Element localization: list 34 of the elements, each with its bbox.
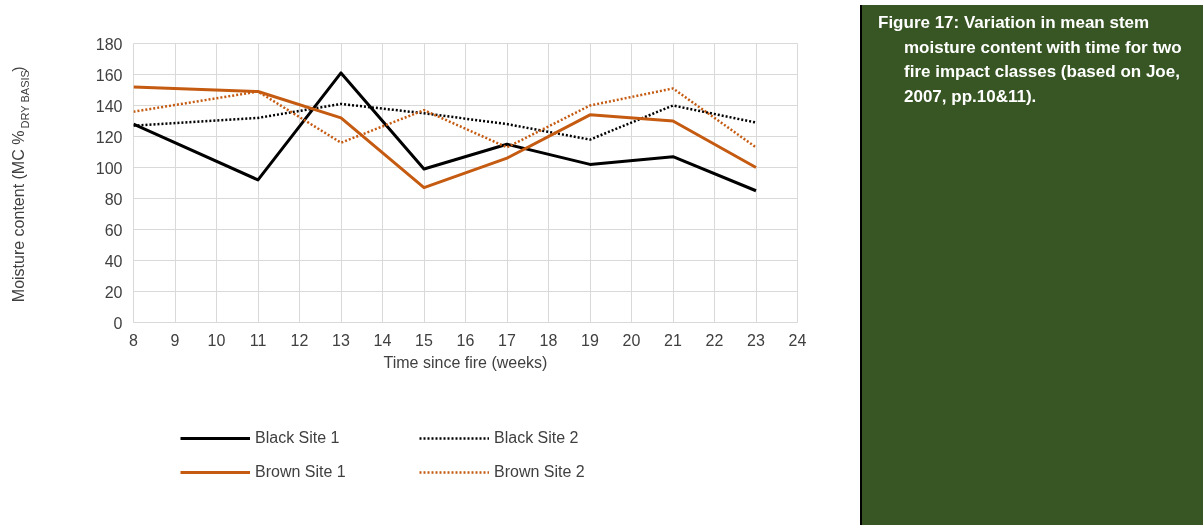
legend-label: Black Site 2 bbox=[494, 429, 580, 447]
x-axis-title: Time since fire (weeks) bbox=[383, 353, 548, 371]
x-tick-label: 19 bbox=[581, 331, 599, 349]
x-tick-label: 12 bbox=[290, 331, 309, 349]
x-tick-label: 16 bbox=[456, 331, 475, 349]
legend-label: Brown Site 1 bbox=[255, 463, 347, 481]
caption: Figure 17: Variation in mean stem moisture content with time for two fire impact classes (based on Joe, 2007, pp.10&11). bbox=[878, 12, 1183, 108]
x-tick-label: 21 bbox=[664, 331, 682, 349]
x-tick-label: 20 bbox=[622, 331, 641, 349]
y-tick-label: 120 bbox=[95, 128, 123, 146]
y-tick-label: 0 bbox=[113, 314, 123, 332]
y-tick-label: 20 bbox=[104, 283, 123, 301]
x-tick-label: 11 bbox=[249, 331, 267, 349]
x-tick-label: 17 bbox=[498, 331, 516, 349]
legend-label: Black Site 1 bbox=[255, 429, 341, 447]
x-tick-label: 13 bbox=[332, 331, 350, 349]
y-tick-label: 100 bbox=[95, 159, 123, 177]
y-tick-label: 60 bbox=[104, 221, 123, 239]
x-tick-label: 24 bbox=[788, 331, 807, 349]
x-tick-label: 15 bbox=[415, 331, 433, 349]
y-tick-label: 80 bbox=[104, 190, 123, 208]
y-axis-title: Moisture content (MC %DRY BASIS) bbox=[9, 66, 31, 303]
x-tick-label: 10 bbox=[207, 331, 226, 349]
x-tick-label: 23 bbox=[747, 331, 765, 349]
y-tick-label: 40 bbox=[104, 252, 123, 270]
x-tick-label: 14 bbox=[373, 331, 392, 349]
x-tick-label: 9 bbox=[170, 331, 180, 349]
y-tick-label: 180 bbox=[95, 35, 123, 53]
x-tick-label: 22 bbox=[705, 331, 724, 349]
legend-label: Brown Site 2 bbox=[494, 463, 586, 481]
y-tick-label: 160 bbox=[95, 66, 123, 84]
x-tick-label: 18 bbox=[539, 331, 558, 349]
y-tick-label: 140 bbox=[95, 97, 123, 115]
x-tick-label: 8 bbox=[129, 331, 139, 349]
